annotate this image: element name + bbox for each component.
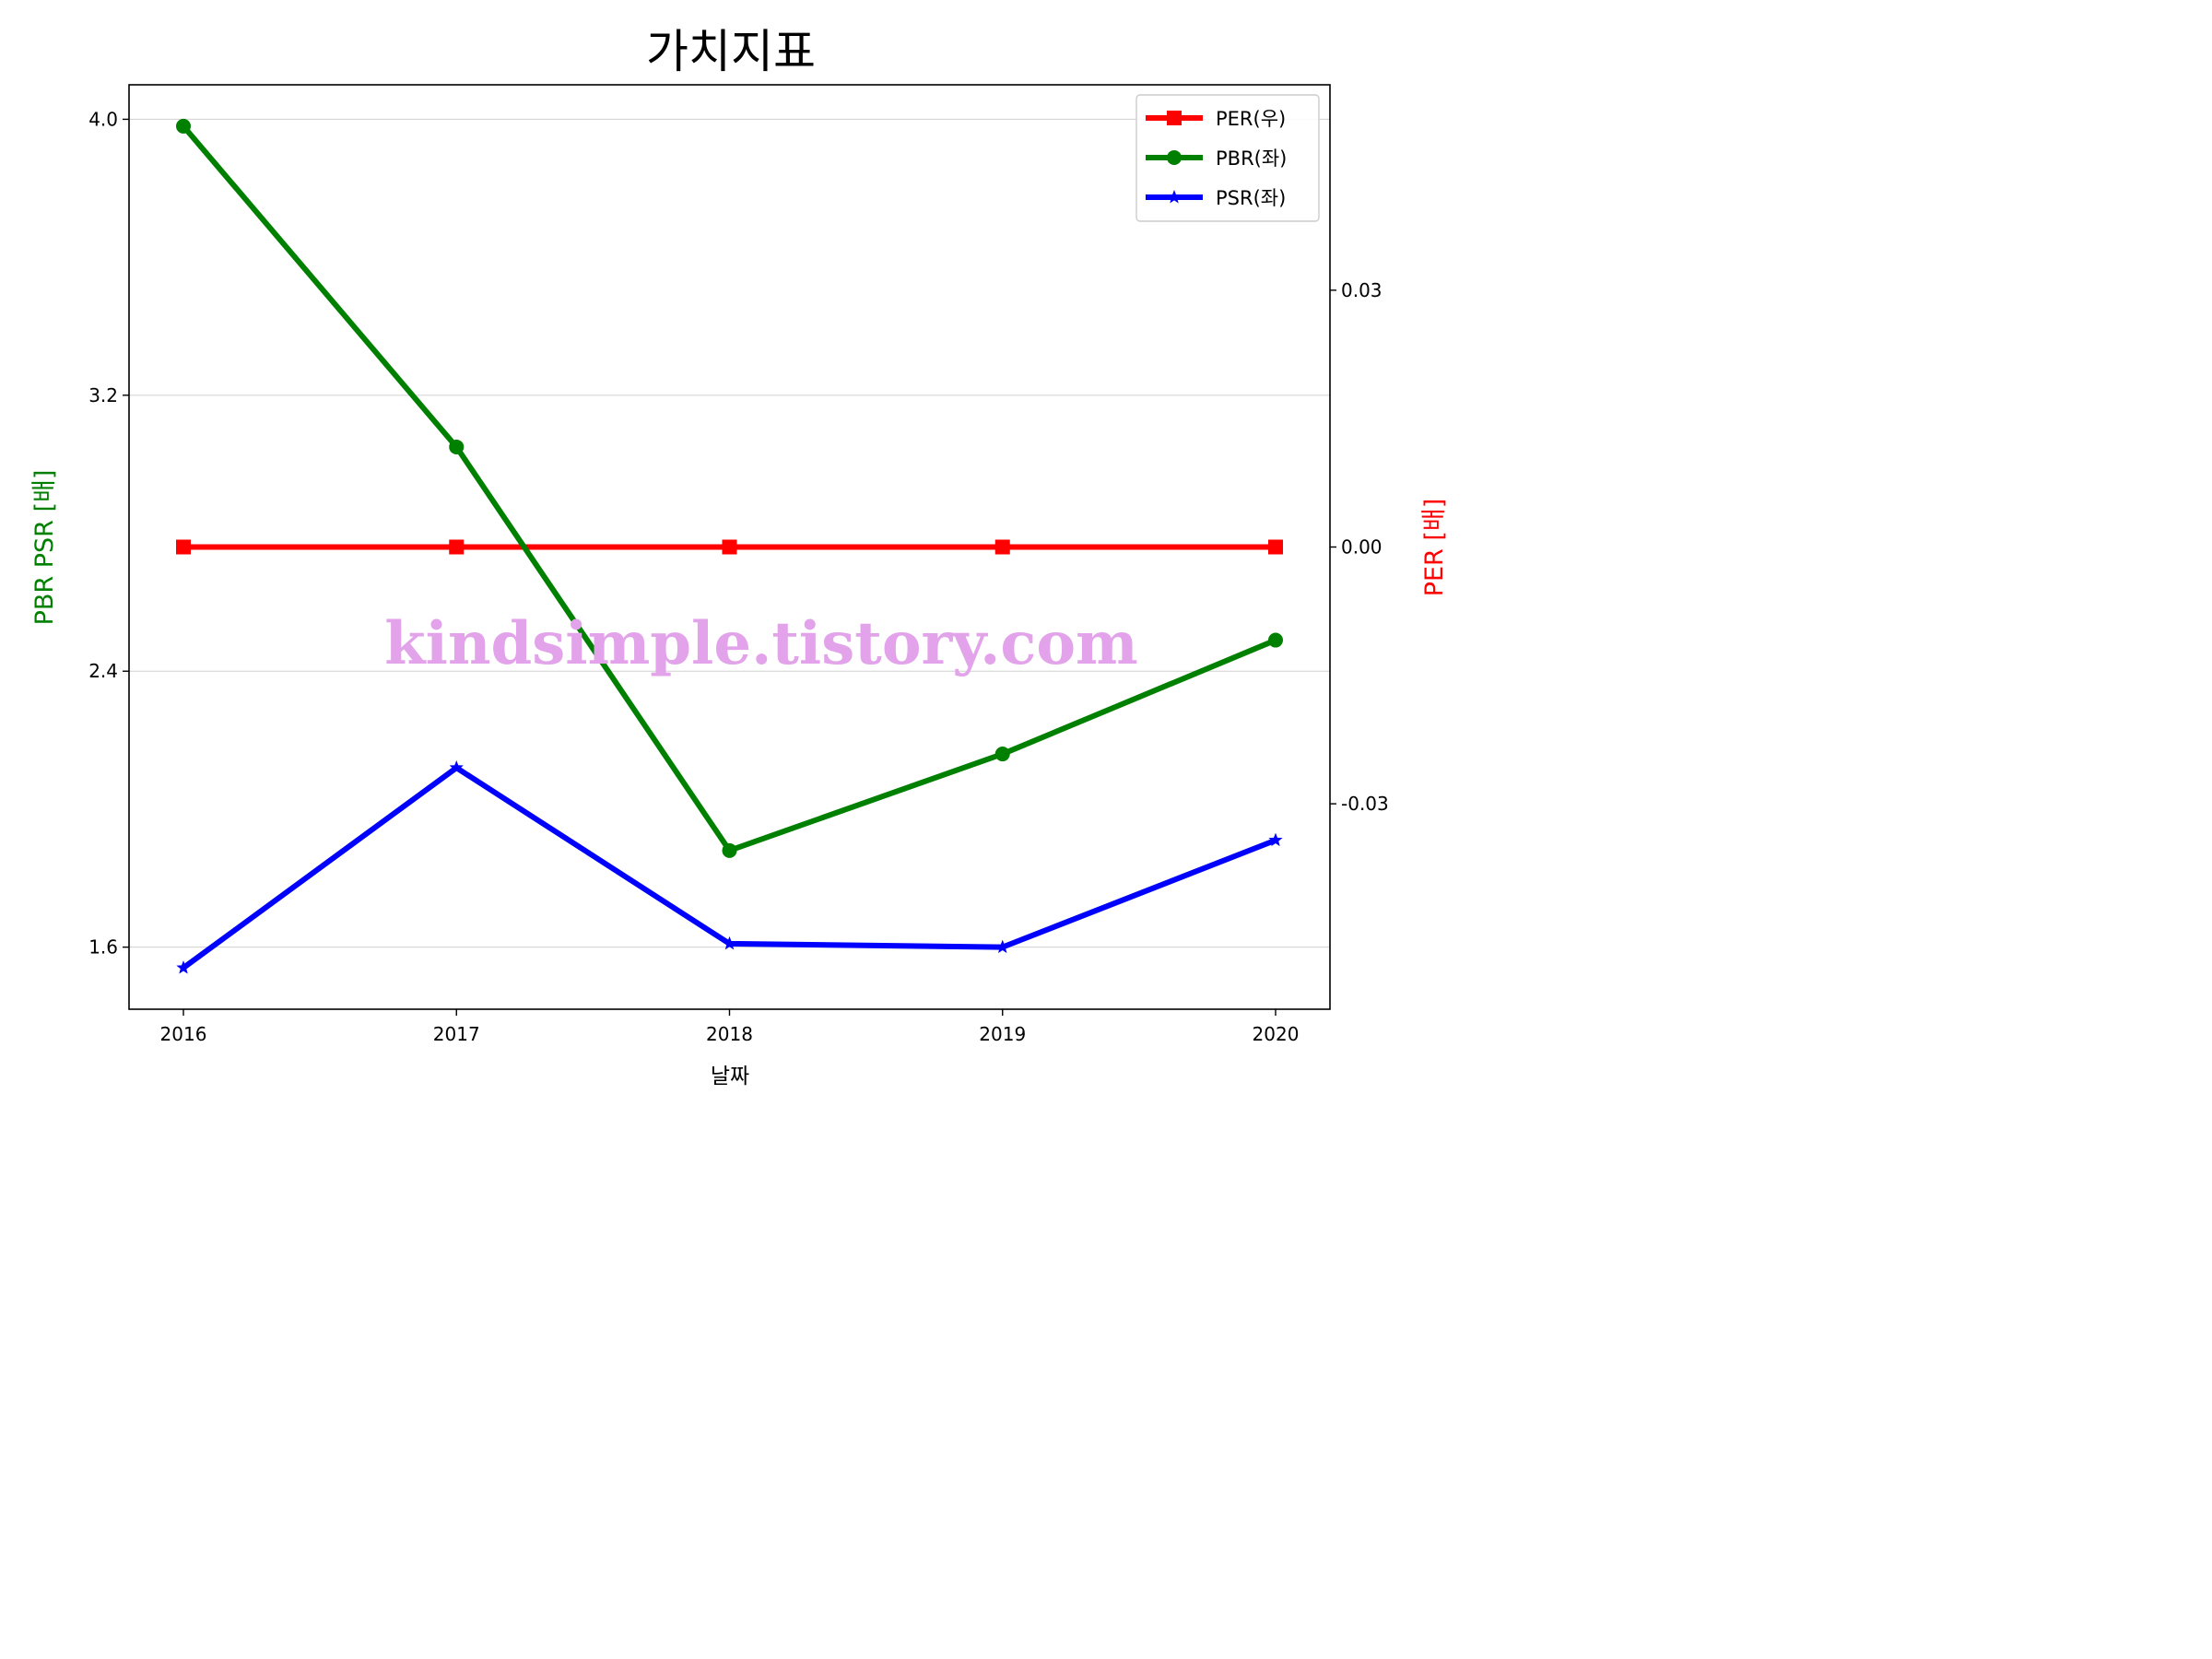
left-axis-label: PBR PSR [배] <box>30 470 59 626</box>
watermark-text: kindsimple.tistory.com <box>384 609 1137 678</box>
legend-marker-PSR(좌) <box>1167 190 1182 204</box>
legend: PER(우) PBR(좌) PSR(좌) <box>1135 94 1320 222</box>
data-point-PSR(좌)-2019 <box>995 939 1010 954</box>
series-group <box>176 118 1283 974</box>
chart-title: 가치지표 <box>646 25 816 78</box>
data-point-PER(우)-2019 <box>994 539 1010 555</box>
right-axis-ticks: -0.03 0.00 0.03 <box>1330 279 1389 815</box>
data-point-PER(우)-2020 <box>1268 539 1283 555</box>
right-tick-label--0.03: -0.03 <box>1341 793 1389 815</box>
data-point-PER(우)-2018 <box>722 539 737 555</box>
right-tick-label-0.00: 0.00 <box>1341 536 1382 559</box>
series-PER(우) <box>176 539 1283 555</box>
left-tick-label-1.6: 1.6 <box>88 936 118 959</box>
data-point-PSR(좌)-2017 <box>449 760 464 774</box>
x-tick-label-2019: 2019 <box>979 1023 1026 1045</box>
x-tick-label-2017: 2017 <box>433 1023 480 1045</box>
legend-label-PER(우): PER(우) <box>1216 108 1286 130</box>
legend-label-PBR(좌): PBR(좌) <box>1216 147 1287 170</box>
series-line-PBR(좌) <box>181 124 1277 853</box>
legend-box <box>1135 94 1320 222</box>
data-point-PSR(좌)-2016 <box>176 960 191 974</box>
left-tick-label-2.4: 2.4 <box>88 660 118 682</box>
x-tick-label-2020: 2020 <box>1253 1023 1300 1045</box>
right-axis-label: PER [배] <box>1420 499 1449 597</box>
right-tick-label-0.03: 0.03 <box>1341 279 1382 301</box>
x-tick-label-2016: 2016 <box>160 1023 207 1045</box>
data-point-PBR(좌)-2018 <box>722 842 737 858</box>
data-point-PSR(좌)-2020 <box>1268 832 1283 847</box>
left-axis-ticks: 1.6 2.4 3.2 4.0 <box>88 108 129 959</box>
data-point-PBR(좌)-2020 <box>1268 632 1283 648</box>
data-point-PER(우)-2017 <box>449 539 465 555</box>
legend-label-PSR(좌): PSR(좌) <box>1216 187 1286 209</box>
data-point-PBR(좌)-2017 <box>449 439 465 454</box>
x-tick-label-2018: 2018 <box>706 1023 753 1045</box>
left-tick-label-4.0: 4.0 <box>88 108 118 130</box>
x-axis-label: 날짜 <box>711 1065 749 1088</box>
left-tick-label-3.2: 3.2 <box>88 384 118 406</box>
data-point-PBR(좌)-2016 <box>176 118 191 134</box>
data-point-PBR(좌)-2019 <box>994 747 1010 762</box>
x-axis-ticks: 2016 2017 2018 2019 2020 <box>160 1009 1300 1045</box>
legend-marker-PBR(좌) <box>1167 150 1182 165</box>
grid-lines <box>129 118 1330 948</box>
series-PBR(좌) <box>176 118 1283 858</box>
series-PSR(좌) <box>176 760 1283 974</box>
value-indicator-chart: 가치지표 2016 2017 2018 2019 2020 1.6 2.4 3.2 4.0 -… <box>30 25 1449 1088</box>
data-point-PER(우)-2016 <box>176 539 191 555</box>
legend-marker-PER(우) <box>1167 111 1182 125</box>
data-point-PSR(좌)-2018 <box>722 935 737 950</box>
